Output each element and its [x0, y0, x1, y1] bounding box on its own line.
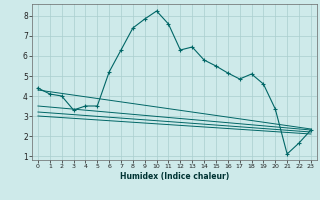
X-axis label: Humidex (Indice chaleur): Humidex (Indice chaleur): [120, 172, 229, 181]
